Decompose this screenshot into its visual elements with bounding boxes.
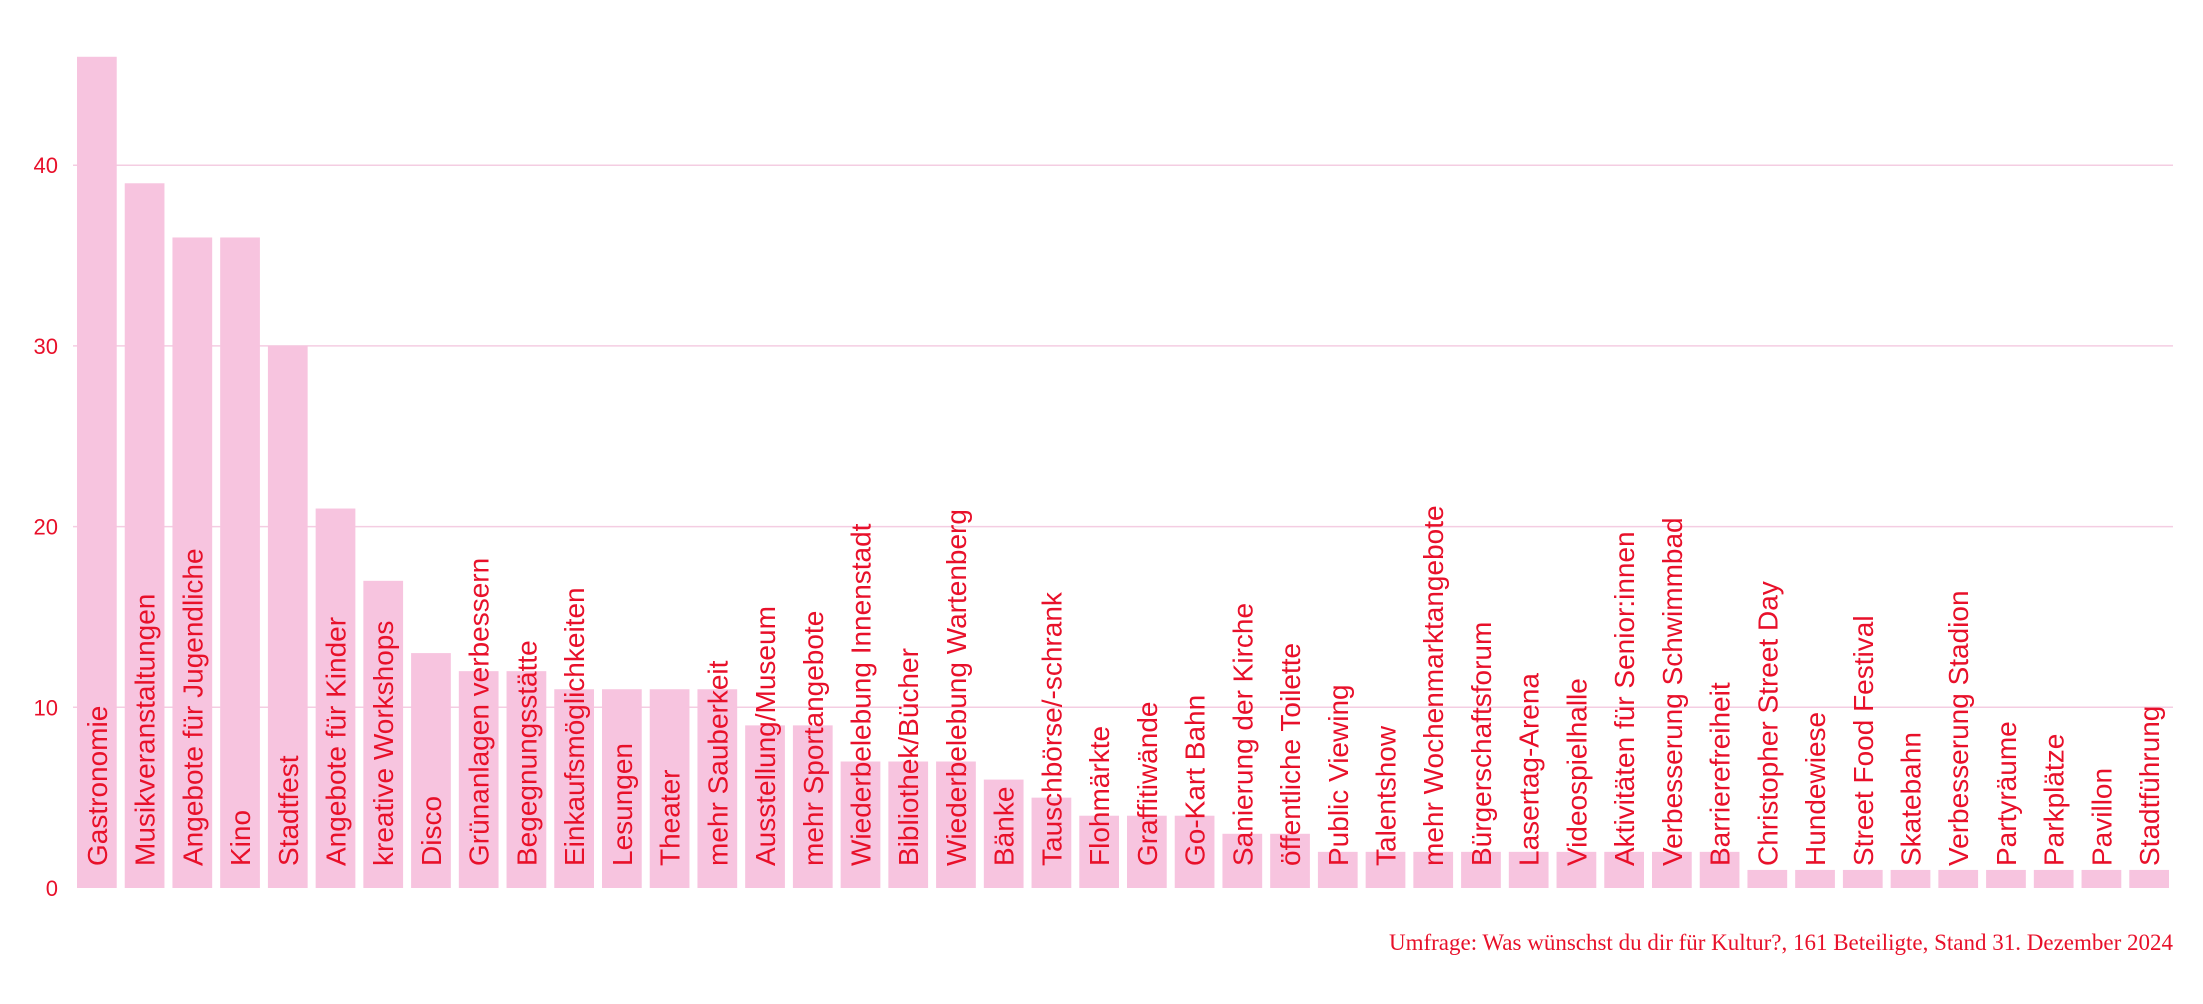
bars [77,56,2169,889]
bar [602,689,642,888]
category-label: Graffitiwände [1132,702,1163,866]
gridlines [73,164,2173,709]
category-label: Street Food Festival [1848,615,1879,866]
category-label: Bänke [989,787,1020,866]
bar [1652,851,1692,888]
bar [1699,851,1740,888]
bar [745,725,785,888]
category-label: Videospielhalle [1561,678,1592,866]
category-label: Verbesserung Stadion [1943,590,1974,866]
bar [983,779,1024,888]
category-label: Talentshow [1371,725,1402,866]
category-label: Wiederbelebung Wartenberg [941,509,972,866]
category-label: Angebote für Kinder [321,617,352,866]
bar [2081,869,2122,888]
category-label: mehr Sauberkeit [702,660,733,866]
category-label: Lasertag-Arena [1514,673,1545,866]
bar [124,183,165,888]
bar [220,237,260,889]
bar [1174,815,1215,888]
bar [1938,869,1979,888]
y-tick-label: 0 [46,876,58,901]
bar [1079,815,1119,888]
category-label: öffentliche Toilette [1275,643,1306,866]
bar [2129,869,2169,888]
y-tick-label: 10 [34,695,58,720]
chart-caption: Umfrage: Was wünschst du dir für Kultur?… [1388,930,2173,955]
bar [554,689,594,888]
category-label: Angebote für Jugendliche [177,548,208,866]
bar-labels: Gastronomie Musikveranstaltungen Angebote … [82,505,2165,866]
category-label: Pavillon [2086,768,2117,866]
category-label: Stadtführung [2134,706,2165,866]
bar [1890,869,1931,888]
category-label: Skatebahn [1896,732,1927,866]
bar [1270,833,1310,888]
bar [315,508,356,888]
bar [1508,851,1549,888]
category-label: kreative Workshops [368,621,399,866]
bar [792,725,833,888]
category-label: Gastronomie [82,706,113,866]
y-axis: 0 10 20 30 40 [34,153,58,901]
category-label: Flohmärkte [1084,726,1115,866]
category-label: Go-Kart Bahn [1180,695,1211,866]
bar [697,689,738,888]
category-label: Christopher Street Day [1752,581,1783,866]
category-label: Musikveranstaltungen [130,594,161,866]
bar [888,761,929,888]
bar [1365,851,1406,888]
category-label: Public Viewing [1323,684,1354,866]
bar [1461,851,1501,888]
category-label: Barrierefreiheit [1705,682,1736,866]
category-label: Stadtfest [273,755,304,866]
bar [840,761,881,888]
y-tick-label: 20 [34,515,58,540]
category-label: Einkaufsmöglichkeiten [559,587,590,866]
bar [1604,851,1644,888]
category-label: Tauschbörse/-schrank [1036,591,1067,866]
bar [936,761,976,888]
category-label: Kino [225,810,256,866]
category-label: Lesungen [607,743,638,866]
category-label: Begegnungsstätte [511,640,542,866]
bar [1556,851,1597,888]
category-label: mehr Wochenmarktangebote [1418,505,1449,866]
category-label: Aktivitäten für Senior:innen [1609,531,1640,866]
bar [1317,851,1358,888]
bar [506,671,547,888]
bar [1413,851,1454,888]
bar [1127,815,1167,888]
category-label: Verbesserung Schwimmbad [1657,517,1688,866]
category-label: Disco [416,796,447,866]
bar [1747,869,1788,888]
category-label: Sanierung der Kirche [1227,603,1258,866]
category-label: Partyräume [1991,721,2022,866]
category-label: Hundewiese [1800,712,1831,866]
bar [77,56,117,888]
category-label: Ausstellung/Museum [750,606,781,866]
bar [1986,869,2026,888]
category-label: Wiederbelebung Innenstadt [846,523,877,866]
bar [172,237,213,889]
bar [649,689,690,888]
category-label: Bürgerschaftsforum [1466,622,1497,866]
bar [1842,869,1883,888]
bar [1031,797,1072,888]
bar [1795,869,1835,888]
bar [1222,833,1263,888]
y-tick-label: 40 [34,153,58,178]
category-label: Parkplätze [2039,734,2070,866]
category-label: Grünanlagen verbessern [464,558,495,866]
bar [2033,869,2074,888]
category-label: Bibliothek/Bücher [893,648,924,866]
bar [363,580,404,888]
category-label: Theater [655,770,686,867]
bar [267,345,308,888]
category-label: mehr Sportangebote [798,611,829,866]
bar [458,671,499,888]
y-tick-label: 30 [34,334,58,359]
bar [411,653,451,888]
